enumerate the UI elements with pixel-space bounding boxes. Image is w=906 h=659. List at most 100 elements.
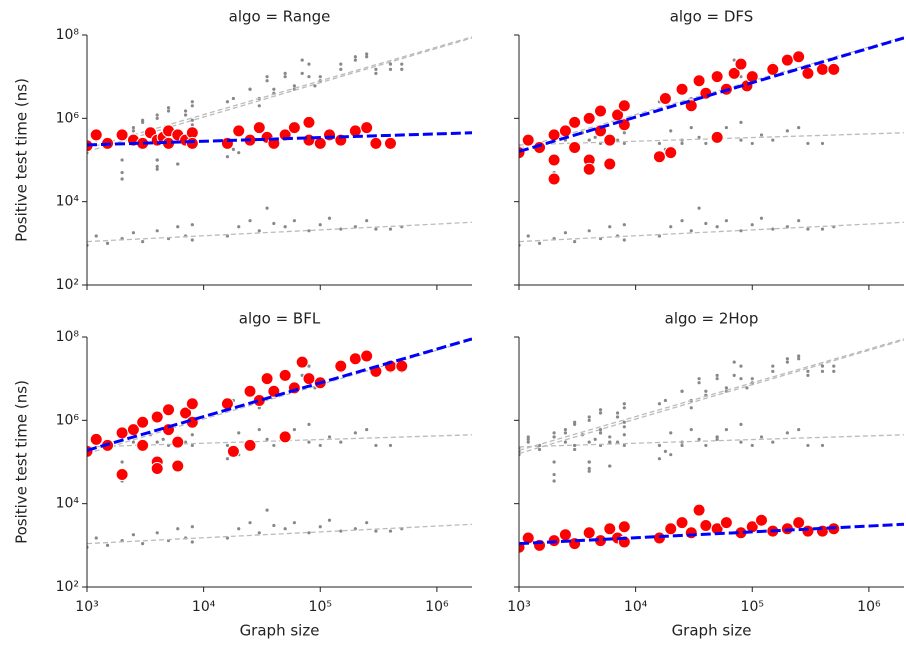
other-point [563, 231, 568, 235]
y-axis-label: Positive test time (ns) [13, 380, 31, 544]
point [692, 74, 706, 88]
other-point [715, 435, 719, 439]
other-point [374, 227, 378, 231]
other-point [190, 104, 194, 108]
other-point [388, 443, 393, 448]
other-point [797, 427, 801, 432]
y-tick-label: 10⁴ [56, 496, 80, 512]
other-point [120, 170, 124, 175]
point [617, 99, 631, 113]
other-point [759, 435, 764, 439]
other-point [598, 431, 603, 435]
other-point [339, 440, 343, 444]
other-point [257, 427, 261, 432]
other-point [785, 431, 789, 435]
point [801, 66, 815, 80]
other-point [832, 369, 836, 373]
other-point [300, 58, 304, 62]
other-point [657, 443, 662, 448]
point [558, 528, 572, 542]
x-axis-label: Graph size [240, 622, 320, 640]
other-point [615, 440, 620, 444]
point [322, 128, 336, 142]
other-point [820, 369, 825, 373]
y-tick-label: 10⁶ [56, 110, 80, 126]
point [150, 461, 164, 475]
other-point [587, 418, 591, 422]
point [692, 503, 706, 517]
other-point [797, 219, 801, 223]
fit-line [519, 36, 904, 153]
point [260, 372, 274, 386]
other-point [176, 162, 180, 166]
other-point [292, 427, 296, 432]
other-point [750, 223, 754, 227]
point [302, 133, 316, 147]
other-fit-line [519, 221, 904, 243]
x-tick-label: 10⁶ [425, 599, 449, 615]
point [664, 146, 678, 160]
other-point [622, 406, 626, 410]
other-point [231, 96, 236, 101]
other-point [400, 62, 404, 66]
point [719, 516, 733, 530]
other-point [593, 135, 597, 139]
other-point [190, 443, 194, 448]
other-point [292, 84, 296, 88]
other-point [669, 453, 673, 457]
other-fit-line [519, 338, 904, 452]
other-point [257, 406, 261, 410]
point [699, 518, 713, 532]
point [547, 128, 561, 142]
point [594, 104, 608, 118]
point [360, 349, 374, 363]
other-point [318, 223, 322, 227]
other-point [190, 540, 194, 544]
other-point [724, 125, 728, 130]
other-point [806, 227, 810, 231]
point [568, 115, 582, 129]
other-point [573, 447, 577, 452]
other-point [526, 435, 530, 439]
other-point [587, 138, 591, 142]
other-point [680, 389, 684, 393]
other-point [739, 229, 743, 233]
other-point [593, 437, 597, 441]
other-point [759, 133, 764, 137]
other-point [183, 109, 188, 113]
other-point [141, 240, 145, 244]
other-point [225, 457, 230, 461]
y-tick-label: 10⁸ [56, 27, 80, 43]
other-point [724, 219, 728, 223]
other-point [820, 443, 825, 448]
point [115, 468, 129, 482]
other-point [257, 229, 261, 233]
other-point [190, 118, 194, 122]
other-point [248, 87, 252, 91]
other-point [388, 529, 393, 533]
other-point [622, 131, 626, 135]
other-point [797, 354, 801, 358]
other-point [771, 138, 775, 142]
point [727, 66, 741, 80]
other-point [689, 125, 693, 130]
point [334, 359, 348, 373]
other-point [155, 440, 159, 444]
other-point [231, 147, 236, 151]
other-point [797, 125, 801, 130]
other-point [388, 227, 393, 231]
other-point [318, 75, 322, 79]
other-point [587, 440, 591, 444]
other-point [563, 440, 568, 444]
point [115, 426, 129, 440]
other-point [183, 113, 188, 117]
other-point [715, 373, 719, 377]
point [710, 130, 724, 144]
other-point [739, 120, 743, 124]
other-fit-line [519, 434, 904, 448]
other-point [307, 364, 311, 368]
point [766, 62, 780, 76]
other-point [283, 75, 287, 79]
y-tick-label: 10² [56, 579, 79, 595]
other-point [771, 227, 775, 231]
